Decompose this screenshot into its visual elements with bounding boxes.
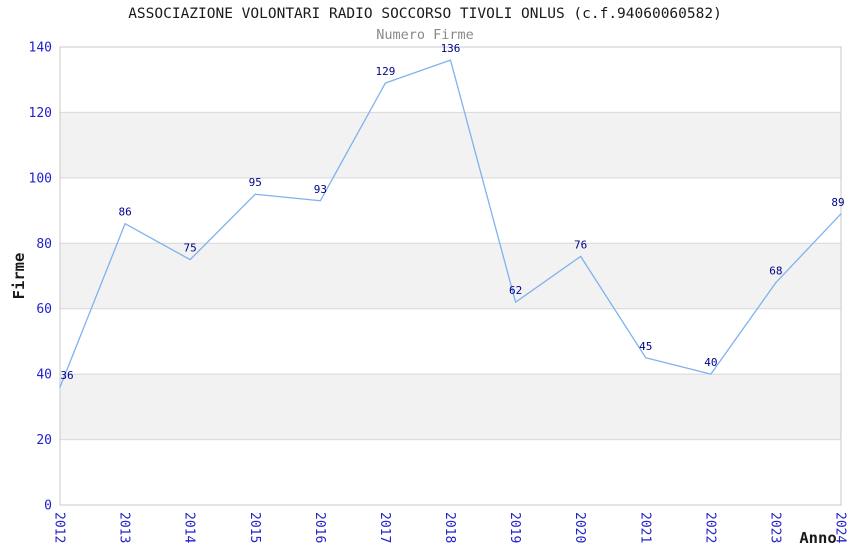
y-tick-label: 140 — [29, 41, 52, 56]
y-tick-label: 40 — [36, 368, 52, 383]
point-label: 95 — [249, 176, 262, 189]
y-tick-label: 100 — [29, 171, 52, 186]
x-tick-label: 2021 — [637, 512, 652, 543]
x-axis-label: Anno — [799, 529, 836, 547]
point-label: 86 — [118, 206, 131, 219]
plot-band — [60, 374, 841, 440]
point-label: 76 — [574, 238, 587, 251]
y-tick-label: 0 — [44, 499, 52, 514]
point-label: 75 — [184, 242, 197, 255]
x-tick-label: 2019 — [507, 512, 522, 543]
x-tick-label: 2012 — [52, 512, 67, 543]
y-tick-label: 80 — [36, 237, 52, 252]
y-tick-label: 120 — [29, 106, 52, 121]
x-tick-label: 2023 — [767, 512, 782, 543]
point-label: 68 — [769, 265, 782, 278]
point-label: 45 — [639, 340, 652, 353]
point-label: 62 — [509, 284, 522, 297]
plot-band — [60, 112, 841, 178]
plot-border — [59, 46, 842, 506]
plot-band — [60, 243, 841, 309]
point-label: 129 — [375, 65, 395, 78]
y-tick-label: 20 — [36, 433, 52, 448]
x-tick-label: 2016 — [312, 512, 327, 543]
point-label: 93 — [314, 183, 327, 196]
series-line — [59, 59, 842, 388]
x-tick-label: 2024 — [833, 512, 848, 543]
point-label: 89 — [831, 196, 844, 209]
y-tick-label: 60 — [36, 302, 52, 317]
chart-subtitle: Numero Firme — [376, 27, 474, 43]
x-tick-label: 2017 — [377, 512, 392, 543]
point-label: 40 — [704, 356, 717, 369]
point-label: 136 — [441, 42, 461, 55]
x-tick-label: 2018 — [442, 512, 457, 543]
x-tick-label: 2022 — [702, 512, 717, 543]
x-tick-label: 2020 — [572, 512, 587, 543]
x-tick-label: 2013 — [117, 512, 132, 543]
chart-title: ASSOCIAZIONE VOLONTARI RADIO SOCCORSO TI… — [128, 6, 722, 22]
y-axis-label: Firme — [10, 253, 28, 300]
point-label: 36 — [60, 369, 73, 382]
x-tick-label: 2015 — [247, 512, 262, 543]
x-tick-label: 2014 — [182, 512, 197, 543]
